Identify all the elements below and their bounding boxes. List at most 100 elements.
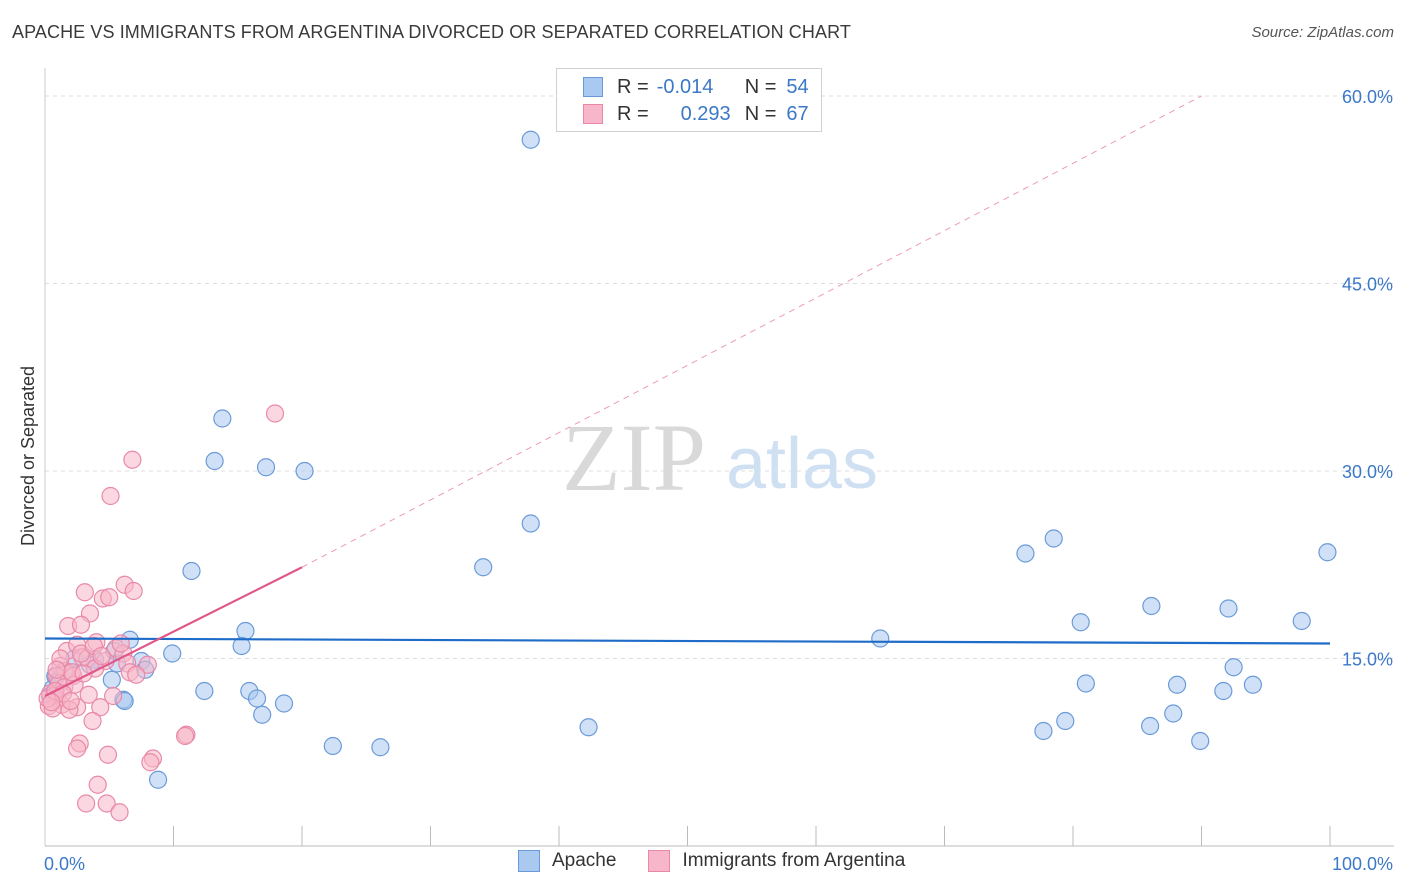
apache-point — [274, 694, 294, 713]
legend-label-apache: Apache — [552, 850, 617, 871]
argentina-point — [123, 450, 142, 469]
apache-point — [1219, 599, 1238, 618]
argentina-point — [97, 794, 116, 813]
argentina-point — [88, 775, 107, 794]
apache-point — [1076, 674, 1095, 693]
legend-swatch-argentina — [648, 850, 671, 872]
legend-n-value-argentina: 67 — [786, 102, 809, 125]
legend-r-label: R = — [617, 75, 649, 98]
apache-point — [1044, 529, 1063, 548]
argentina-point — [124, 581, 143, 601]
watermark-atlas: atlas — [726, 424, 878, 504]
apache-point — [1318, 543, 1337, 562]
apache-point — [232, 636, 251, 656]
apache-trend-line — [44, 637, 1331, 645]
y-tick-label: 60.0% — [1342, 87, 1393, 107]
apache-point — [1191, 731, 1210, 751]
apache-point — [371, 738, 390, 757]
legend-swatch-apache — [518, 850, 540, 872]
apache-point — [295, 461, 314, 481]
apache-point — [579, 718, 598, 737]
argentina-point — [83, 711, 102, 731]
legend-r-value-argentina: 0.293 — [680, 102, 731, 125]
apache-point — [1224, 658, 1243, 677]
argentina-point — [104, 686, 123, 706]
apache-point — [236, 621, 255, 641]
argentina-point — [138, 655, 157, 674]
apache-point — [102, 670, 121, 689]
apache-point — [1164, 704, 1183, 723]
apache-point — [205, 451, 224, 471]
argentina-point — [71, 615, 91, 634]
legend-swatch-argentina — [583, 104, 603, 124]
legend-r-value-apache: -0.014 — [656, 75, 714, 98]
y-axis-label: Divorced or Separated — [18, 366, 38, 546]
series-legend: Apache Immigrants from Argentina — [518, 850, 937, 872]
apache-point — [213, 409, 232, 428]
apache-point — [871, 629, 890, 648]
argentina-trend-extension — [301, 95, 1202, 568]
legend-n-label: N = — [744, 102, 777, 125]
apache-point — [1142, 596, 1161, 616]
watermark: ZIP atlas — [562, 404, 878, 511]
legend-swatch-apache — [583, 77, 603, 97]
legend-row-apache: R = -0.014 N = 54 — [583, 75, 809, 99]
argentina-point — [68, 739, 87, 758]
apache-point — [1016, 544, 1035, 563]
argentina-point — [265, 404, 285, 423]
legend-label-argentina: Immigrants from Argentina — [682, 850, 906, 871]
chart-title: APACHE VS IMMIGRANTS FROM ARGENTINA DIVO… — [12, 22, 851, 42]
apache-point — [253, 705, 272, 724]
argentina-point — [101, 486, 120, 506]
apache-point — [247, 689, 267, 708]
argentina-point — [141, 753, 160, 772]
apache-point — [163, 644, 182, 663]
apache-point — [1214, 681, 1233, 701]
argentina-point — [47, 660, 66, 679]
argentina-point — [175, 726, 195, 746]
argentina-point — [91, 698, 110, 717]
apache-point — [182, 561, 201, 581]
argentina-point — [92, 646, 111, 666]
argentina-trend-line — [44, 566, 303, 697]
apache-point — [1243, 675, 1263, 694]
apache-point — [521, 130, 540, 149]
apache-point — [195, 681, 214, 701]
apache-point — [474, 558, 493, 577]
y-tick-label: 45.0% — [1342, 275, 1393, 295]
apache-point — [1071, 613, 1090, 632]
axes — [44, 68, 1394, 847]
apache-point — [1292, 611, 1311, 631]
argentina-point — [79, 685, 98, 704]
argentina-point — [61, 691, 80, 711]
series-argentina — [38, 404, 285, 822]
apache-point — [521, 514, 540, 533]
apache-point — [256, 458, 276, 477]
argentina-point — [75, 583, 94, 602]
y-tick-label: 30.0% — [1342, 462, 1393, 482]
gridlines — [45, 95, 1394, 659]
legend-r-label: R = — [617, 102, 649, 125]
x-tick-label: 0.0% — [44, 854, 85, 874]
argentina-point — [110, 803, 129, 822]
watermark-zip: ZIP — [562, 404, 706, 511]
argentina-point — [111, 634, 130, 653]
argentina-point — [100, 588, 119, 607]
apache-point — [323, 736, 342, 756]
argentina-point — [98, 745, 118, 764]
apache-point — [1034, 721, 1053, 741]
apache-point — [1167, 675, 1187, 694]
legend-item-apache[interactable]: Apache — [518, 850, 616, 872]
legend-item-argentina[interactable]: Immigrants from Argentina — [648, 850, 905, 872]
correlation-legend: R = -0.014 N = 54 R = 0.293 N = 67 — [556, 68, 822, 132]
y-tick-labels: 15.0% 30.0% 45.0% 60.0% — [1342, 87, 1393, 670]
legend-n-value-apache: 54 — [786, 75, 809, 98]
y-tick-label: 15.0% — [1342, 650, 1393, 670]
argentina-point — [77, 794, 96, 813]
apache-point — [1056, 711, 1075, 731]
legend-row-argentina: R = 0.293 N = 67 — [583, 102, 809, 126]
source-label: Source: ZipAtlas.com — [1251, 24, 1394, 41]
apache-point — [1140, 716, 1160, 736]
trendlines — [44, 95, 1331, 697]
